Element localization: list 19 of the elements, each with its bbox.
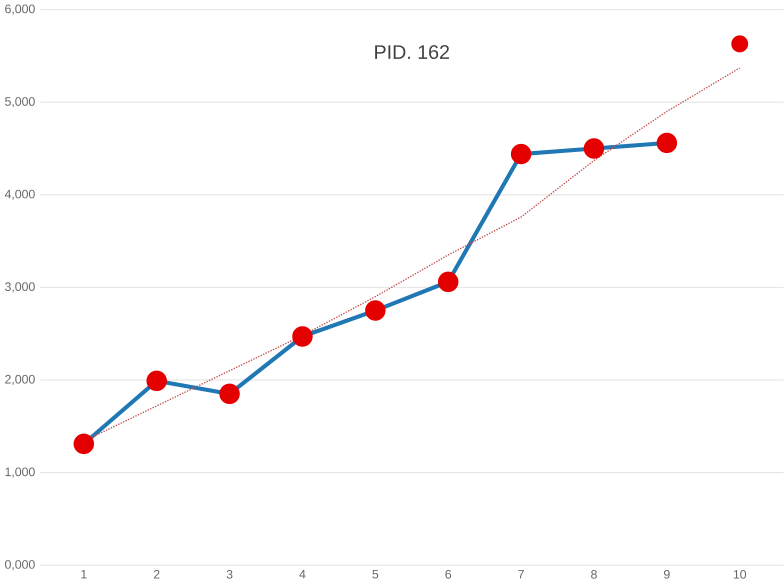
y-tick-label: 5,000 — [5, 97, 35, 108]
x-tick-label: 6 — [445, 570, 452, 579]
y-tick-label: 6,000 — [5, 4, 35, 15]
text: PID. 162 — [375, 45, 449, 59]
y-tick-label: 2,000 — [5, 374, 35, 385]
x-tick-label: 7 — [518, 570, 524, 578]
x-tick-label: 9 — [664, 570, 670, 579]
y-tick-label: 4,000 — [4, 190, 35, 200]
y-tick-label: 0,000 — [5, 560, 35, 570]
x-tick-label: 4 — [299, 570, 306, 578]
x-tick-label: 2 — [154, 570, 160, 578]
x-tick-label: 3 — [226, 570, 232, 579]
x-tick-label: 5 — [372, 570, 378, 578]
point — [731, 35, 748, 52]
x-tick-label: 8 — [591, 570, 597, 579]
y-tick-label: 1,000 — [5, 467, 35, 478]
x-tick-label: 10 — [734, 570, 746, 579]
x-tick-label: 1 — [81, 570, 87, 578]
y-tick-label: 3,000 — [5, 282, 35, 292]
